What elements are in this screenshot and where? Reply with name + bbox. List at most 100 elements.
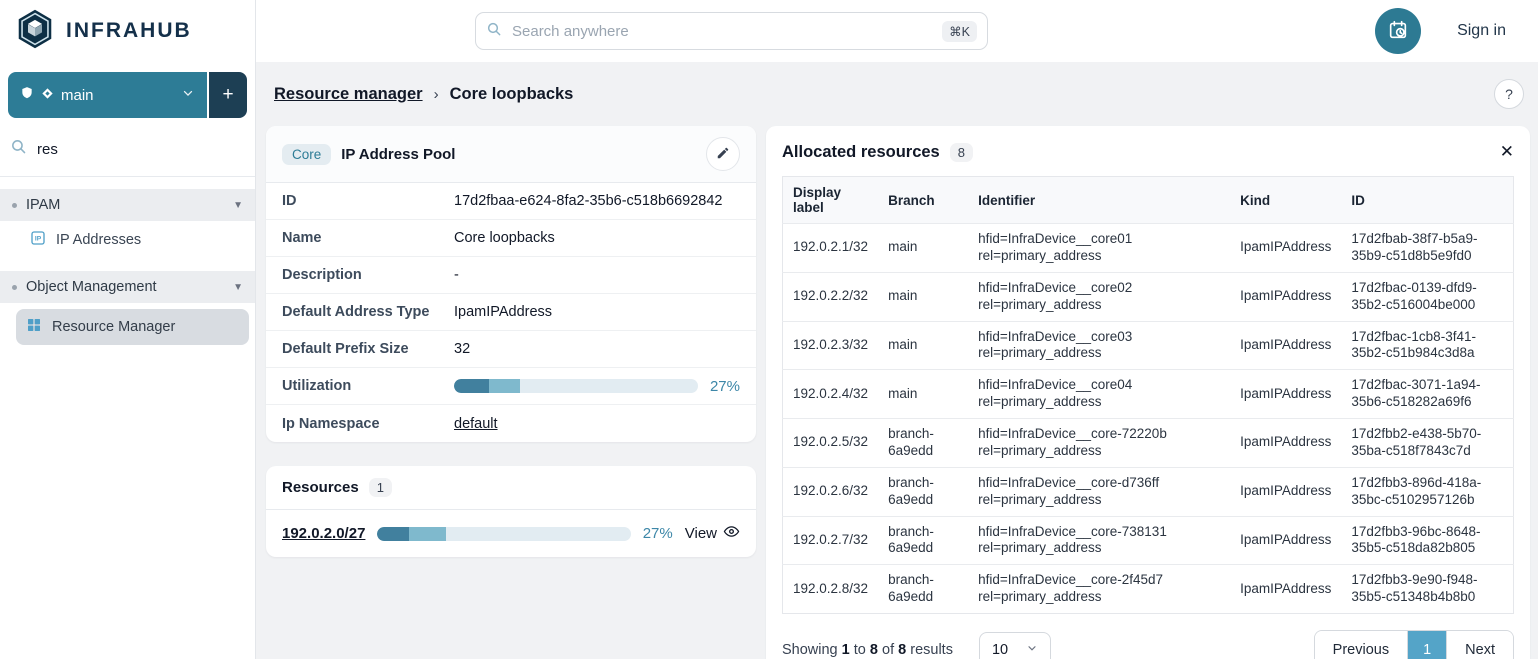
table-row[interactable]: 192.0.2.6/32 branch-6a9edd hfid=InfraDevic… bbox=[782, 466, 1514, 516]
breadcrumb-separator-icon: › bbox=[433, 85, 439, 103]
cell-branch: branch-6a9edd bbox=[878, 564, 969, 614]
allocated-resources-table: Display label Branch Identifier Kind ID … bbox=[782, 176, 1514, 614]
cell-id: 17d2fbb2-e438-5b70-35ba-c518f7843c7d bbox=[1341, 418, 1514, 468]
cell-identifier: hfid=InfraDevice__core-72220b rel=primary… bbox=[968, 418, 1231, 468]
field-row-default-prefix-size: Default Prefix Size 32 bbox=[266, 331, 756, 368]
cell-id: 17d2fbb3-896d-418a-35bc-c5102957126b bbox=[1341, 466, 1514, 516]
utilization-bar-dark-segment bbox=[454, 379, 490, 393]
edit-button[interactable] bbox=[706, 137, 740, 171]
eye-icon bbox=[723, 523, 740, 544]
keyboard-shortcut-badge: ⌘K bbox=[942, 20, 977, 42]
sidebar-filter-input[interactable] bbox=[37, 140, 245, 158]
field-row-utilization: Utilization 27% bbox=[266, 368, 756, 405]
table-header-row: Display label Branch Identifier Kind ID bbox=[782, 176, 1514, 224]
sign-in-button[interactable]: Sign in bbox=[1457, 22, 1506, 39]
cell-kind: IpamIPAddress bbox=[1230, 320, 1342, 370]
table-row[interactable]: 192.0.2.2/32 main hfid=InfraDevice__core02… bbox=[782, 271, 1514, 321]
field-value: 32 bbox=[454, 341, 471, 357]
field-label: Description bbox=[282, 267, 362, 283]
calendar-clock-icon bbox=[1387, 19, 1409, 44]
pencil-icon bbox=[716, 146, 730, 163]
resource-bar-dark-segment bbox=[377, 526, 410, 541]
global-search-input[interactable] bbox=[512, 22, 933, 40]
resource-utilization-bar bbox=[377, 526, 631, 541]
close-icon[interactable]: ✕ bbox=[1499, 142, 1514, 161]
cell-display-label: 192.0.2.4/32 bbox=[782, 369, 879, 419]
cell-branch: main bbox=[878, 369, 969, 419]
cell-branch: main bbox=[878, 223, 969, 273]
cell-identifier: hfid=InfraDevice__core04 rel=primary_addr… bbox=[968, 369, 1231, 419]
page-size-select[interactable]: 10 bbox=[978, 632, 1052, 659]
cell-identifier: hfid=InfraDevice__core02 rel=primary_addr… bbox=[968, 271, 1231, 321]
cell-kind: IpamIPAddress bbox=[1230, 369, 1342, 419]
add-branch-button[interactable]: + bbox=[209, 72, 247, 118]
chevron-down-icon bbox=[181, 86, 195, 104]
field-row-default-address-type: Default Address Type IpamIPAddress bbox=[266, 294, 756, 331]
field-row-name: Name Core loopbacks bbox=[266, 220, 756, 257]
sidebar-section-ipam[interactable]: IPAM ▼ bbox=[0, 189, 255, 221]
cell-kind: IpamIPAddress bbox=[1230, 271, 1342, 321]
column-header-branch: Branch bbox=[878, 176, 969, 224]
svg-text:IP: IP bbox=[35, 236, 42, 243]
sidebar-item-resource-manager[interactable]: Resource Manager bbox=[16, 309, 249, 345]
resources-title: Resources bbox=[282, 479, 359, 496]
sidebar-item-ip-addresses[interactable]: IP IP Addresses bbox=[0, 221, 255, 259]
branch-name: main bbox=[61, 86, 94, 104]
page-1-button[interactable]: 1 bbox=[1407, 631, 1447, 659]
column-header-kind: Kind bbox=[1230, 176, 1342, 224]
brand: INFRAHUB bbox=[0, 0, 255, 62]
help-button[interactable]: ? bbox=[1494, 79, 1524, 109]
cell-identifier: hfid=InfraDevice__core-d736ff rel=primary… bbox=[968, 466, 1231, 516]
namespace-link[interactable]: default bbox=[454, 415, 498, 432]
breadcrumb: Resource manager › Core loopbacks ? bbox=[266, 62, 1530, 126]
collapse-triangle-icon: ▼ bbox=[233, 281, 243, 293]
schedule-avatar-button[interactable] bbox=[1375, 8, 1422, 54]
breadcrumb-current: Core loopbacks bbox=[449, 84, 574, 103]
previous-page-button[interactable]: Previous bbox=[1314, 631, 1408, 659]
field-row-id: ID 17d2fbaa-e624-8fa2-35b6-c518b6692842 bbox=[266, 183, 756, 220]
cell-identifier: hfid=InfraDevice__core01 rel=primary_addr… bbox=[968, 223, 1231, 273]
view-button[interactable]: View bbox=[685, 523, 740, 544]
pool-details-column: Core IP Address Pool ID 17d2fbaa-e624-8f… bbox=[266, 126, 756, 557]
cell-branch: main bbox=[878, 271, 969, 321]
breadcrumb-parent-link[interactable]: Resource manager bbox=[274, 84, 423, 103]
field-value: 17d2fbaa-e624-8fa2-35b6-c518b6692842 bbox=[454, 193, 723, 209]
cell-identifier: hfid=InfraDevice__core-2f45d7 rel=primary… bbox=[968, 564, 1231, 614]
column-header-display-label: Display label bbox=[782, 176, 879, 224]
table-row[interactable]: 192.0.2.3/32 main hfid=InfraDevice__core03… bbox=[782, 320, 1514, 370]
field-value: Core loopbacks bbox=[454, 230, 555, 246]
field-label: ID bbox=[282, 193, 297, 209]
next-page-button[interactable]: Next bbox=[1446, 631, 1513, 659]
branch-selector[interactable]: main bbox=[8, 72, 207, 118]
table-row[interactable]: 192.0.2.5/32 branch-6a9edd hfid=InfraDevic… bbox=[782, 418, 1514, 468]
utilization-bar bbox=[454, 379, 698, 393]
cell-id: 17d2fbac-0139-dfd9-35b2-c516004be000 bbox=[1341, 271, 1514, 321]
section-label: Object Management bbox=[26, 279, 157, 295]
column-header-identifier: Identifier bbox=[968, 176, 1231, 224]
allocated-resources-panel: Allocated resources 8 ✕ Display label Br… bbox=[766, 126, 1530, 659]
cell-kind: IpamIPAddress bbox=[1230, 564, 1342, 614]
table-row[interactable]: 192.0.2.1/32 main hfid=InfraDevice__core01… bbox=[782, 223, 1514, 273]
field-row-ip-namespace: Ip Namespace default bbox=[266, 405, 756, 442]
cell-branch: branch-6a9edd bbox=[878, 515, 969, 565]
resource-bar-light-segment bbox=[409, 526, 446, 541]
resource-percent: 27% bbox=[642, 525, 673, 542]
table-row[interactable]: 192.0.2.7/32 branch-6a9edd hfid=InfraDevic… bbox=[782, 515, 1514, 565]
global-search[interactable]: ⌘K bbox=[475, 12, 988, 50]
search-icon bbox=[486, 21, 502, 42]
prefix-link[interactable]: 192.0.2.0/27 bbox=[282, 525, 366, 542]
field-value: IpamIPAddress bbox=[454, 304, 553, 320]
cell-kind: IpamIPAddress bbox=[1230, 515, 1342, 565]
cell-kind: IpamIPAddress bbox=[1230, 418, 1342, 468]
resources-card-header: Resources 1 bbox=[266, 466, 756, 510]
table-row[interactable]: 192.0.2.8/32 branch-6a9edd hfid=InfraDevic… bbox=[782, 564, 1514, 614]
table-row[interactable]: 192.0.2.4/32 main hfid=InfraDevice__core04… bbox=[782, 369, 1514, 419]
cell-id: 17d2fbac-1cb8-3f41-35b2-c51b984c3d8a bbox=[1341, 320, 1514, 370]
utilization-bar-light-segment bbox=[489, 379, 520, 393]
field-row-description: Description - bbox=[266, 257, 756, 294]
field-label: Default Prefix Size bbox=[282, 341, 409, 357]
ip-address-icon: IP bbox=[30, 230, 46, 250]
cell-branch: main bbox=[878, 320, 969, 370]
sidebar-section-object-management[interactable]: Object Management ▼ bbox=[0, 271, 255, 303]
main-area: ⌘K Sign in Resource manager › Core loopb… bbox=[256, 0, 1538, 659]
